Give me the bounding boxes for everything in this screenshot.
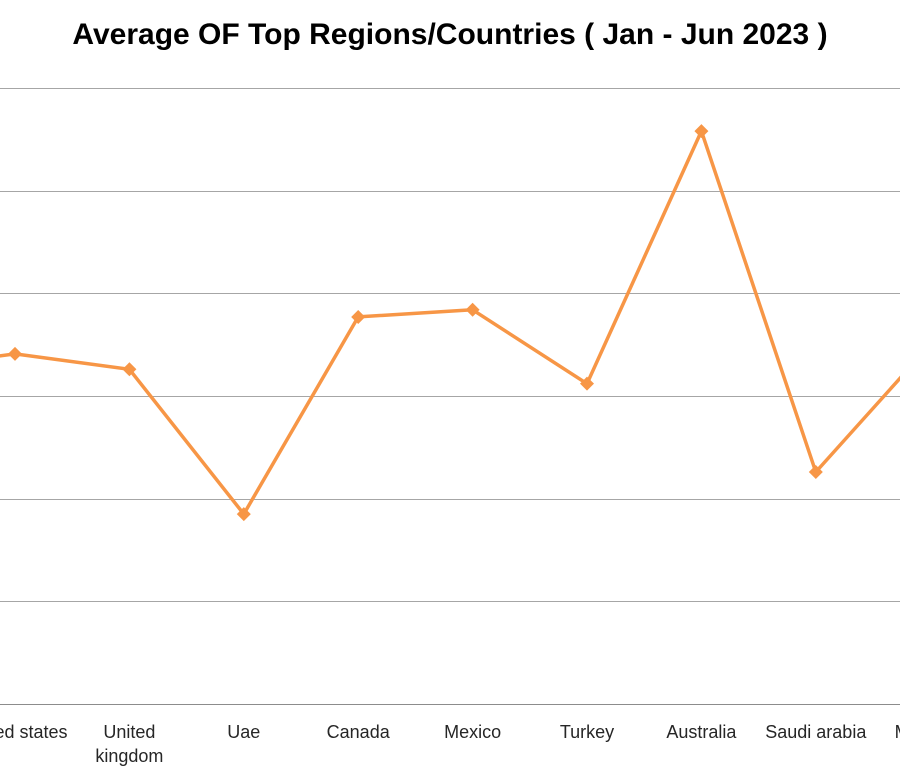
data-point-marker (580, 376, 594, 391)
x-tick-label: Turkey (560, 722, 614, 742)
x-tick-label: Australia (666, 722, 737, 742)
series-line (0, 129, 900, 516)
x-tick-label: Mexico (444, 722, 501, 742)
data-point-marker (351, 309, 366, 324)
x-tick-label: United states (0, 722, 68, 742)
data-point-marker (236, 507, 251, 522)
series-line-path (0, 129, 900, 516)
series-markers (8, 124, 823, 522)
chart-title: Average OF Top Regions/Countries ( Jan -… (72, 18, 828, 51)
data-point-marker (465, 302, 480, 317)
data-point-marker (8, 346, 22, 361)
x-tick-label: Saudi arabia (765, 722, 867, 742)
x-tick-label: Malaysia (895, 722, 900, 742)
data-point-marker (694, 124, 709, 139)
data-point-marker (808, 464, 823, 479)
x-tick-label: United kingdom (95, 722, 163, 766)
gridlines (0, 88, 900, 705)
data-point-marker (122, 362, 137, 377)
x-tick-label: Canada (327, 722, 391, 742)
x-tick-label: Uae (227, 722, 260, 742)
